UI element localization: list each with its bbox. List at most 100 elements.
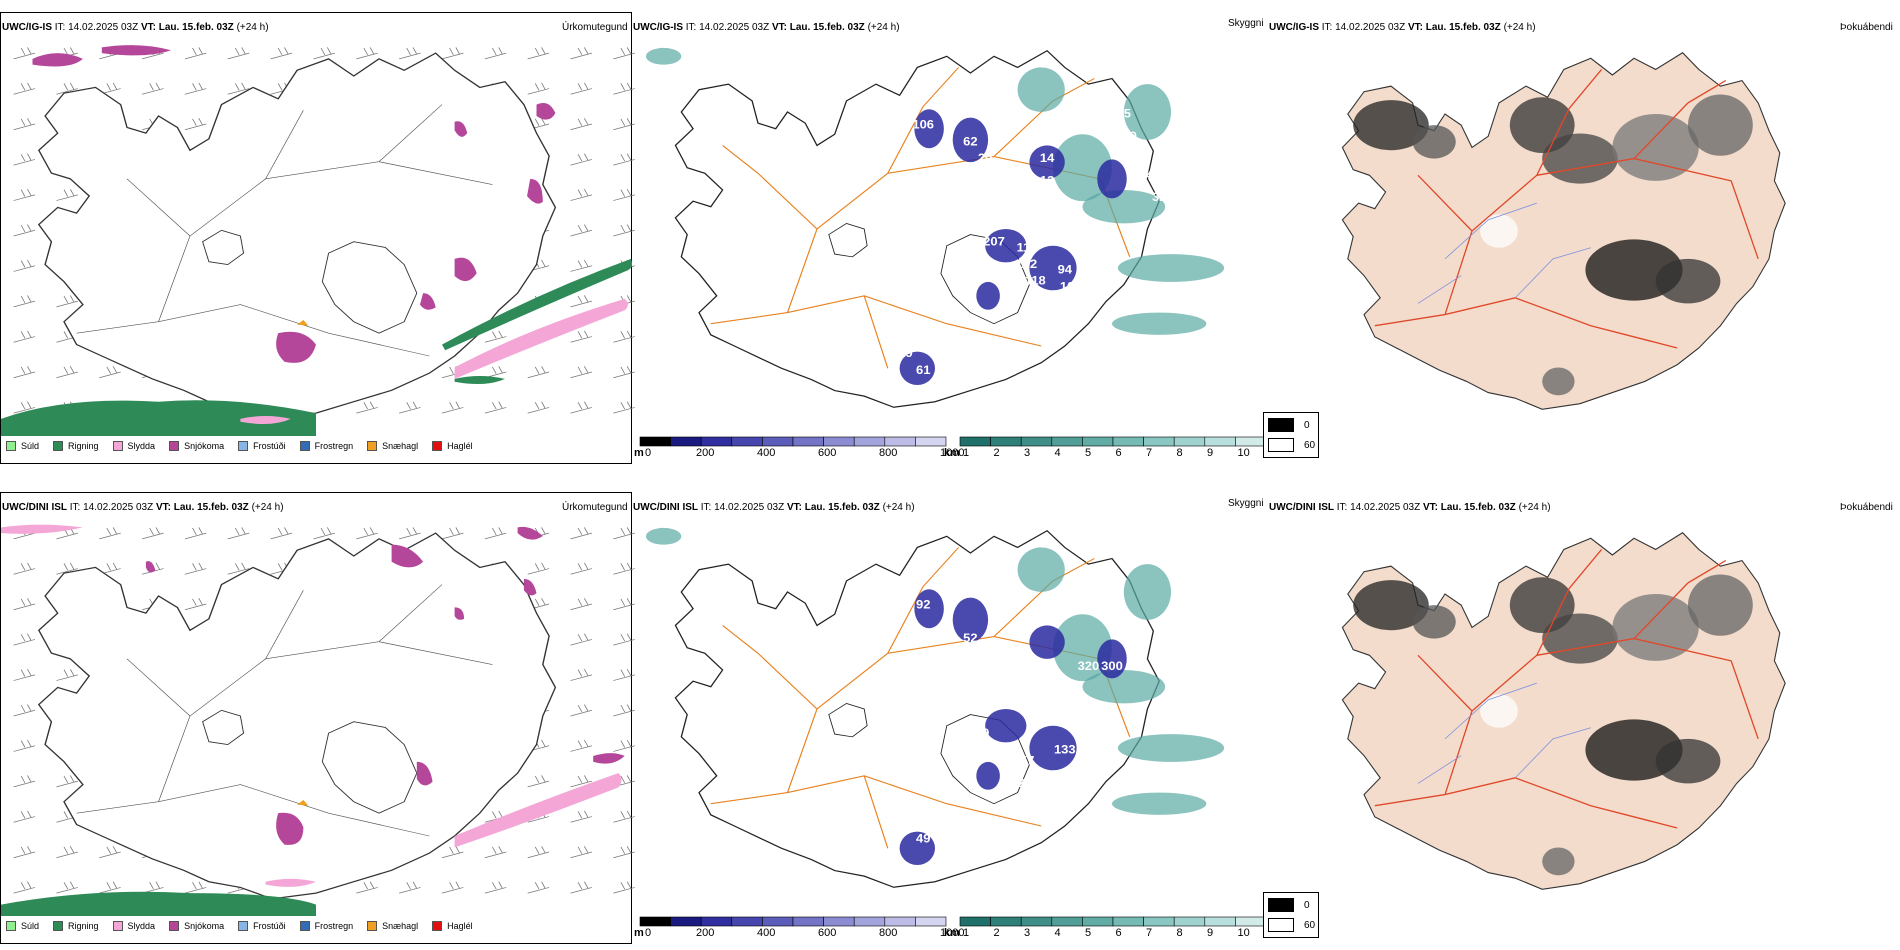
wind-barb [570, 153, 593, 166]
legend-label: Haglél [447, 441, 473, 451]
colorbar-segment [1235, 436, 1267, 447]
cloud-base-label: 12 [1028, 670, 1042, 684]
wind-barb [613, 598, 635, 611]
cloud-base-area [985, 229, 1027, 263]
snow-pellet-area [297, 320, 309, 326]
visibility-colorbar [959, 916, 1267, 927]
wind-barb [570, 366, 593, 379]
colorbar-segment [670, 436, 702, 447]
legend-item: Snæhagl [367, 441, 418, 451]
colorbar-tick: 2 [993, 447, 1000, 459]
colorbar-tick: 400 [757, 447, 776, 459]
cloud-base-area [976, 761, 1000, 790]
valid-time: Lau. 15.feb. 03Z [158, 22, 234, 33]
colorbar-segment [1082, 436, 1114, 447]
fog-area [1688, 94, 1753, 156]
cloud-base-label: 12 [1010, 776, 1024, 790]
fog-legend-label: 0 [1304, 419, 1310, 431]
wind-barb [527, 82, 550, 95]
legend-label: Snjókoma [184, 441, 225, 451]
legend-swatch [169, 921, 180, 931]
cloud-base-label: 118 [1025, 274, 1046, 288]
wind-barb [399, 527, 421, 540]
cloud-base-area [1029, 145, 1065, 179]
fog-title: Þokuábendi [1840, 502, 1893, 513]
colorbar-segment [990, 436, 1022, 447]
colorbar-segment [700, 436, 733, 447]
visibility-area [1082, 190, 1166, 224]
fog-area [1353, 580, 1429, 631]
cloud-base-label: 108 [901, 815, 923, 829]
cloud-base-area [899, 831, 935, 865]
wind-barb [484, 366, 507, 379]
wind-barb [13, 704, 36, 717]
colorbar-tick: 7 [1146, 447, 1153, 459]
legend-label: Frostúði [253, 921, 286, 931]
legend-swatch [53, 921, 64, 931]
precip-area [1, 524, 83, 534]
colorbar-segment [670, 916, 702, 927]
precip-area [593, 753, 625, 764]
fog-area [1480, 214, 1518, 248]
wind-barb [56, 562, 78, 575]
precip-type-title: Úrkomutegund [562, 502, 628, 513]
wind-barb [56, 295, 78, 308]
cloud-base-area [914, 109, 944, 149]
wind-barb [570, 668, 593, 681]
cloud-base-label: 207 [983, 235, 1005, 249]
it-label: IT: [54, 22, 66, 33]
legend-item: Frostúði [238, 921, 286, 931]
init-time: 14.02.2025 03Z [68, 22, 139, 33]
legend-label: Frostregn [314, 921, 354, 931]
cloud-base-label: 20 [975, 726, 989, 740]
cloud-base-label: 162 [1016, 257, 1038, 271]
legend-swatch [299, 921, 310, 931]
precip-area [454, 773, 622, 848]
colorbar-segment [915, 916, 947, 927]
colorbar-tick: 600 [818, 447, 837, 459]
wind-barb [613, 224, 635, 237]
precip-area [454, 376, 505, 384]
it-label: IT: [69, 502, 81, 513]
legend-label: Snjókoma [184, 921, 225, 931]
wind-barb [613, 366, 635, 379]
precip-area [101, 45, 172, 56]
colorbar-tick: 10 [1237, 927, 1250, 939]
wind-barb [56, 188, 78, 201]
colorbar-tick: 6 [1115, 927, 1122, 939]
legend-swatch [367, 441, 378, 451]
cloud-base-label: 105 [1060, 280, 1082, 294]
colorbar-segment [1051, 916, 1083, 927]
iceland-coastline [674, 529, 1160, 888]
iceland-coastline [37, 52, 557, 420]
legend-label: Frostregn [314, 441, 354, 451]
wind-barb [56, 881, 78, 894]
precip-area [454, 607, 465, 620]
cloud-base-label: 94 [1058, 263, 1072, 277]
init-time: 14.02.2025 03Z [714, 502, 785, 513]
legend-label: Slydda [127, 441, 156, 451]
legend-swatch [112, 441, 123, 451]
cloud-base-label: 13 [1040, 174, 1054, 188]
precip-area [416, 761, 433, 786]
road-network [1374, 68, 1759, 349]
cloud-base-label: 32 [1152, 190, 1166, 204]
wind-barb [227, 82, 250, 95]
colorbar-tick: 10 [1237, 447, 1250, 459]
wind-barb [184, 598, 207, 611]
fog-legend-swatch [1268, 918, 1294, 932]
wind-barb [570, 188, 593, 201]
fog-map [1341, 532, 1786, 890]
wind-barb [484, 881, 507, 894]
fog-area [1655, 258, 1721, 304]
colorbar-tick: 4 [1054, 447, 1061, 459]
cloud-base-label: 19 [898, 346, 912, 360]
visibility-unit: km [944, 927, 960, 939]
wind-barb [570, 118, 593, 131]
colorbar-tick: 3 [1024, 927, 1031, 939]
cloud-base-area [1029, 625, 1065, 659]
wind-barb [613, 188, 635, 201]
legend-label: Rigning [68, 921, 99, 931]
legend-item: Haglél [432, 921, 473, 931]
cloud-base-colorbar [639, 436, 947, 447]
